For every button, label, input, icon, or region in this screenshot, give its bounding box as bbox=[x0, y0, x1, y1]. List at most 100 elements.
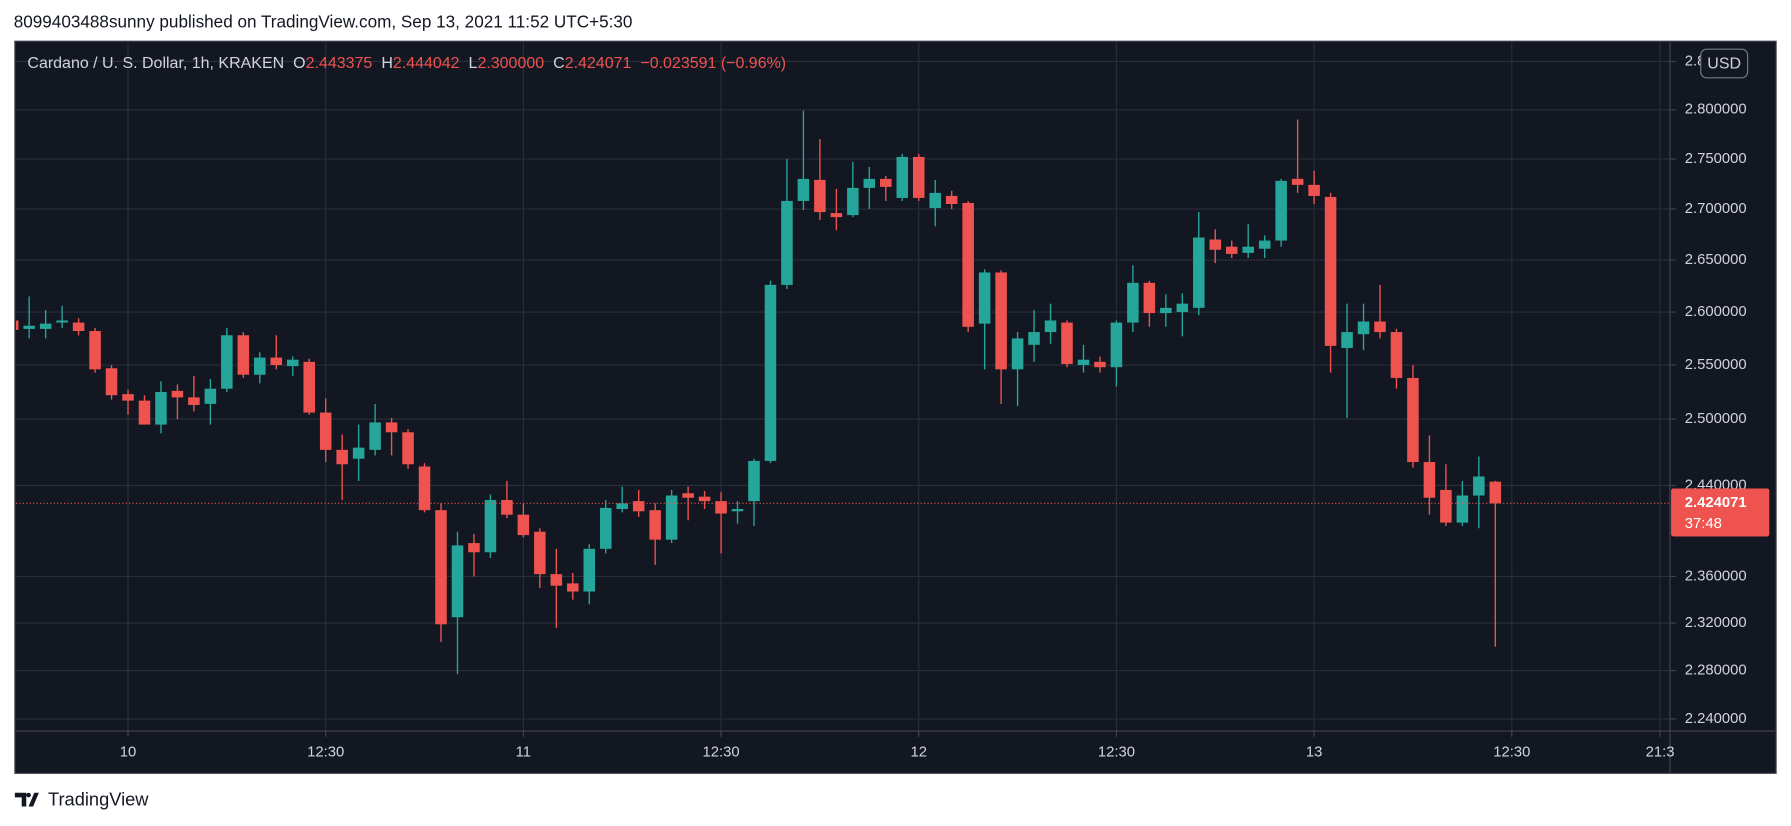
candle-body bbox=[814, 179, 826, 213]
last-price-box bbox=[1671, 488, 1770, 537]
candle-body bbox=[138, 400, 151, 425]
candle-body bbox=[715, 501, 727, 514]
candle-body bbox=[1225, 246, 1238, 254]
open-value: 2.443375 bbox=[306, 55, 373, 72]
candle-body bbox=[945, 195, 958, 204]
open-label: O bbox=[293, 55, 305, 72]
x-tick-label: 21:3 bbox=[1646, 745, 1675, 761]
currency-button-frame[interactable] bbox=[1700, 48, 1749, 79]
y-tick-label: 2.360000 bbox=[1685, 568, 1747, 584]
candle-body bbox=[336, 449, 348, 465]
candle-body bbox=[1357, 321, 1370, 335]
candle-body bbox=[1094, 361, 1106, 368]
candle-body bbox=[1044, 320, 1057, 333]
symbol: Cardano / U. S. Dollar, 1h, KRAKEN bbox=[27, 55, 284, 72]
low-label: L bbox=[469, 55, 478, 72]
candle-body bbox=[418, 466, 431, 511]
change-value: −0.023591 (−0.96%) bbox=[640, 55, 786, 72]
candle-body bbox=[122, 394, 134, 401]
candle-body bbox=[221, 335, 233, 389]
candle-body bbox=[682, 493, 694, 498]
x-tick-label: 12:30 bbox=[702, 745, 739, 761]
candle-body bbox=[15, 320, 19, 330]
candle-body bbox=[1143, 282, 1156, 314]
symbol-legend: Cardano / U. S. Dollar, 1h, KRAKEN O2.44… bbox=[27, 55, 786, 72]
candle-body bbox=[1127, 282, 1139, 323]
candle-body bbox=[616, 503, 628, 510]
candles bbox=[15, 110, 1670, 675]
y-tick-label: 2.700000 bbox=[1685, 201, 1747, 217]
candle-body bbox=[204, 388, 217, 404]
y-tick-label: 2.750000 bbox=[1685, 151, 1747, 167]
y-tick-label: 2.240000 bbox=[1685, 711, 1747, 727]
low-value: 2.300000 bbox=[477, 55, 544, 72]
candle-body bbox=[171, 390, 184, 398]
candle-body bbox=[1390, 332, 1403, 378]
candle-body bbox=[1440, 489, 1452, 523]
candle-body bbox=[254, 357, 266, 375]
brand-logo bbox=[14, 792, 39, 807]
candle-body bbox=[1456, 495, 1469, 523]
candle-body bbox=[1160, 307, 1172, 314]
candle-body bbox=[1061, 322, 1073, 364]
candle-body bbox=[748, 460, 760, 502]
x-tick-label: 12:30 bbox=[307, 745, 344, 761]
candle-body bbox=[1028, 332, 1040, 345]
candle-body bbox=[863, 178, 876, 188]
candle-body bbox=[270, 357, 283, 366]
candle-body bbox=[567, 583, 579, 592]
candle-body bbox=[89, 331, 101, 370]
currency-button-label[interactable]: USD bbox=[1707, 55, 1741, 72]
candle-body bbox=[1308, 184, 1320, 196]
candle-body bbox=[896, 156, 909, 198]
candle-body bbox=[484, 500, 497, 553]
close-label: C bbox=[553, 55, 565, 72]
candle-body bbox=[731, 509, 744, 512]
candle-body bbox=[1473, 476, 1485, 496]
candle-body bbox=[649, 510, 661, 540]
candle-body bbox=[468, 543, 480, 553]
candle-body bbox=[1258, 240, 1271, 249]
candle-body bbox=[1489, 481, 1502, 504]
close-value: 2.424071 bbox=[565, 55, 632, 72]
x-tick-label: 10 bbox=[120, 745, 136, 761]
candle-body bbox=[1341, 332, 1353, 348]
candle-body bbox=[237, 335, 250, 375]
candle-body bbox=[764, 284, 777, 461]
y-tick-label: 2.550000 bbox=[1685, 357, 1747, 373]
candle-body bbox=[451, 545, 464, 618]
y-tick-label: 2.800000 bbox=[1685, 102, 1747, 118]
last-price-label: 2.424071 bbox=[1685, 495, 1747, 511]
high-label: H bbox=[381, 55, 393, 72]
candle-body bbox=[1324, 196, 1337, 346]
candle-body bbox=[583, 548, 596, 592]
candle-body bbox=[39, 323, 52, 329]
brand-name: TradingView bbox=[48, 789, 149, 810]
brand: TradingView bbox=[14, 789, 149, 810]
candle-body bbox=[550, 574, 563, 586]
x-tick-label: 12:30 bbox=[1493, 745, 1530, 761]
y-tick-label: 2.320000 bbox=[1685, 615, 1747, 631]
candle-body bbox=[1193, 237, 1205, 308]
candle-body bbox=[1110, 322, 1123, 368]
currency-button[interactable]: USD bbox=[1700, 48, 1749, 79]
countdown-label: 37:48 bbox=[1685, 516, 1722, 532]
candle-body bbox=[1176, 303, 1189, 313]
candle-body bbox=[1407, 377, 1419, 463]
candle-body bbox=[1077, 359, 1090, 366]
high-value: 2.444042 bbox=[393, 55, 460, 72]
y-tick-label: 2.650000 bbox=[1685, 252, 1747, 268]
candle-body bbox=[847, 187, 859, 216]
published-line: 8099403488sunny published on TradingView… bbox=[14, 11, 633, 31]
candle-body bbox=[402, 432, 414, 465]
candle-body bbox=[1011, 338, 1024, 370]
candle-body bbox=[797, 178, 810, 201]
candle-body bbox=[1209, 239, 1222, 250]
candle-body bbox=[599, 507, 612, 549]
candle-body bbox=[188, 397, 200, 405]
y-tick-label: 2.600000 bbox=[1685, 304, 1747, 320]
candle-body bbox=[303, 361, 315, 413]
candle-body bbox=[1291, 178, 1304, 185]
x-tick-label: 13 bbox=[1306, 745, 1323, 761]
